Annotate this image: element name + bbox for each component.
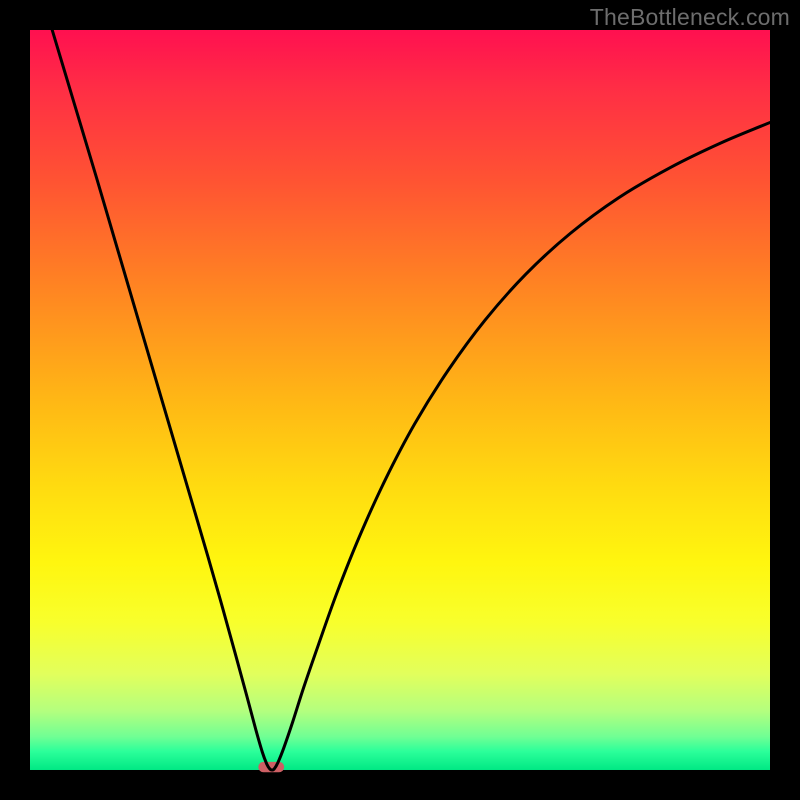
chart-container: TheBottleneck.com [0,0,800,800]
bottleneck-chart [0,0,800,800]
chart-background [30,30,770,770]
watermark-label: TheBottleneck.com [590,4,790,31]
